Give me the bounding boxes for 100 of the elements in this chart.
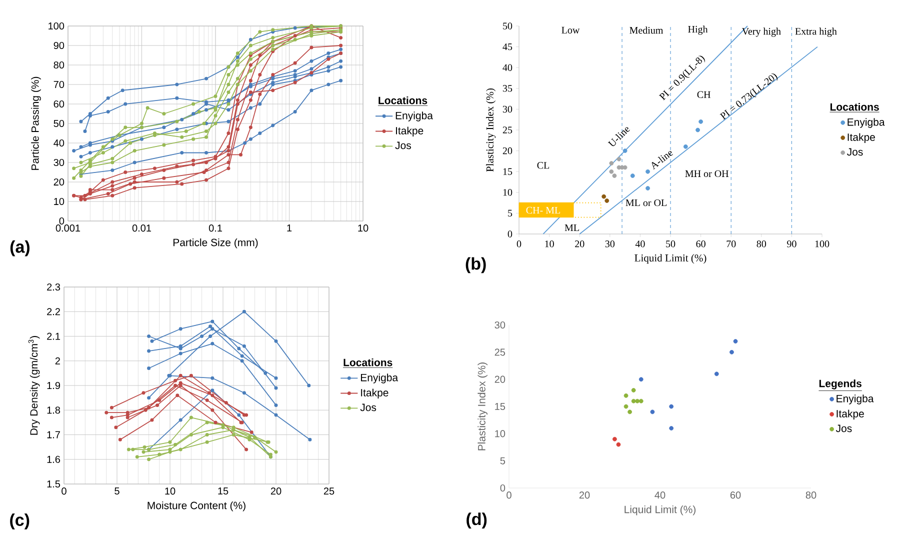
y-tick-label: 1.9 (47, 382, 60, 390)
y-tick-label: 1.8 (47, 406, 60, 414)
legend-label: Itakpe (361, 388, 388, 398)
legend-label: Jos (360, 404, 376, 412)
y-tick-label: 1.7 (47, 431, 60, 438)
y-tick-label: 10 (495, 430, 506, 438)
y-axis-title: Dry Density (gm/cm$^{3}$) (28, 336, 40, 435)
x-tick-label: 25 (324, 488, 334, 495)
y-tick-label: 0 (59, 217, 64, 225)
y-tick-label: 0 (508, 230, 512, 238)
y-tick-label: 30 (494, 321, 506, 329)
y-tick-label: 35 (502, 85, 512, 92)
annotation: MH or OH (685, 170, 729, 178)
x-tick-label: 60 (730, 492, 741, 499)
y-tick-label: 5 (508, 210, 512, 217)
x-axis-title: Moisture Content (%) (148, 501, 246, 512)
annotation: ML or OL (626, 199, 666, 206)
x-tick-label: 0 (516, 240, 522, 248)
y-tick-label: 20 (54, 178, 64, 186)
x-tick-label: 50 (666, 240, 676, 248)
y-tick-label: 90 (54, 42, 64, 50)
y-tick-label: 1.5 (47, 480, 60, 488)
x-tick-label: 80 (806, 492, 816, 499)
y-tick-label: 20 (494, 376, 506, 383)
annotation: Extra high (795, 28, 837, 37)
x-tick-label: 40 (654, 492, 666, 499)
x-tick-label: 80 (756, 240, 766, 248)
y-axis-title: Particle Passing (%) (31, 76, 41, 170)
x-axis-title: Liquid Limit (%) (624, 505, 696, 516)
x-tick-label: 5 (114, 488, 120, 495)
x-tick-label: 10 (358, 224, 368, 232)
annotation: CL (537, 162, 550, 169)
y-tick-label: 15 (495, 403, 506, 410)
legend-label: Enyigba (360, 374, 398, 384)
y-tick-label: 20 (502, 147, 512, 154)
y-tick-label: 80 (54, 61, 64, 69)
x-tick-label: 0.01 (132, 224, 151, 232)
annotation: ML (564, 224, 579, 232)
y-tick-label: 1.6 (47, 456, 60, 463)
y-tick-label: 60 (54, 100, 64, 108)
legend-label: Enyigba (396, 112, 433, 122)
x-tick-label: 15 (218, 488, 228, 495)
legend-label: Itakpe (848, 133, 875, 143)
y-tick-label: 70 (54, 80, 64, 88)
y-tick-label: 40 (54, 139, 64, 147)
annotation: High (688, 26, 708, 35)
y-tick-label: 10 (503, 189, 512, 196)
legend-title: Locations (830, 102, 879, 111)
y-tick-label: 15 (503, 168, 512, 175)
y-tick-label: 50 (503, 22, 512, 30)
x-tick-label: 1 (287, 224, 292, 232)
text: (b) (466, 257, 486, 274)
annotation: Very high (742, 28, 781, 37)
text: (d) (466, 512, 487, 529)
y-tick-label: 40 (502, 64, 512, 71)
y-tick-label: 30 (54, 158, 64, 166)
y-tick-label: 2.2 (47, 308, 60, 316)
y-axis-title: Plasticity Index (%) (486, 88, 496, 172)
x-tick-label: 10 (165, 488, 176, 495)
x-tick-label: 90 (787, 240, 796, 248)
legend-label: Itakpe (396, 126, 424, 136)
x-tick-label: 20 (575, 240, 584, 248)
legend-label: Enyigba (836, 394, 874, 404)
text: (c) (10, 514, 30, 530)
y-tick-label: 10 (54, 198, 64, 206)
y-tick-label: 100 (48, 22, 64, 30)
legend-title: Locations (344, 358, 392, 366)
legend-label: Jos (395, 142, 411, 150)
legend-title: Legends (819, 379, 862, 390)
text: (a) (10, 240, 30, 256)
legend-label: Jos (846, 148, 863, 156)
x-tick-label: 70 (726, 240, 736, 248)
y-tick-label: 30 (502, 106, 512, 113)
legend-label: Enyigba (848, 118, 885, 128)
annotation: CH (697, 91, 710, 98)
x-tick-label: 40 (635, 240, 645, 248)
x-tick-label: 60 (696, 240, 706, 248)
legend-label: Jos (836, 424, 852, 432)
x-tick-label: 20 (579, 492, 590, 499)
y-tick-label: 45 (502, 43, 512, 50)
x-tick-label: 20 (270, 488, 282, 495)
annotation: Medium (630, 26, 664, 34)
legend-label: Itakpe (836, 410, 864, 420)
y-tick-label: 5 (500, 457, 506, 464)
y-tick-label: 25 (502, 126, 512, 134)
x-tick-label: 10 (545, 240, 554, 248)
x-tick-label: 0.1 (208, 224, 222, 232)
y-tick-label: 2 (55, 357, 60, 364)
x-axis-title: Liquid Limit (%) (634, 254, 706, 264)
legend-title: Locations (378, 96, 428, 104)
annotation: CH- ML (526, 206, 560, 214)
y-axis-title: Plasticity Index (%) (478, 362, 488, 450)
y-tick-label: 2.3 (47, 283, 60, 291)
y-tick-label: 2.1 (47, 332, 60, 340)
x-tick-label: 30 (605, 240, 615, 248)
x-tick-label: 0.001 (56, 224, 80, 232)
annotation: Low (562, 26, 580, 34)
y-tick-label: 25 (494, 348, 506, 356)
x-tick-label: 100 (815, 240, 830, 248)
x-axis-title: Particle Size (mm) (173, 238, 258, 248)
